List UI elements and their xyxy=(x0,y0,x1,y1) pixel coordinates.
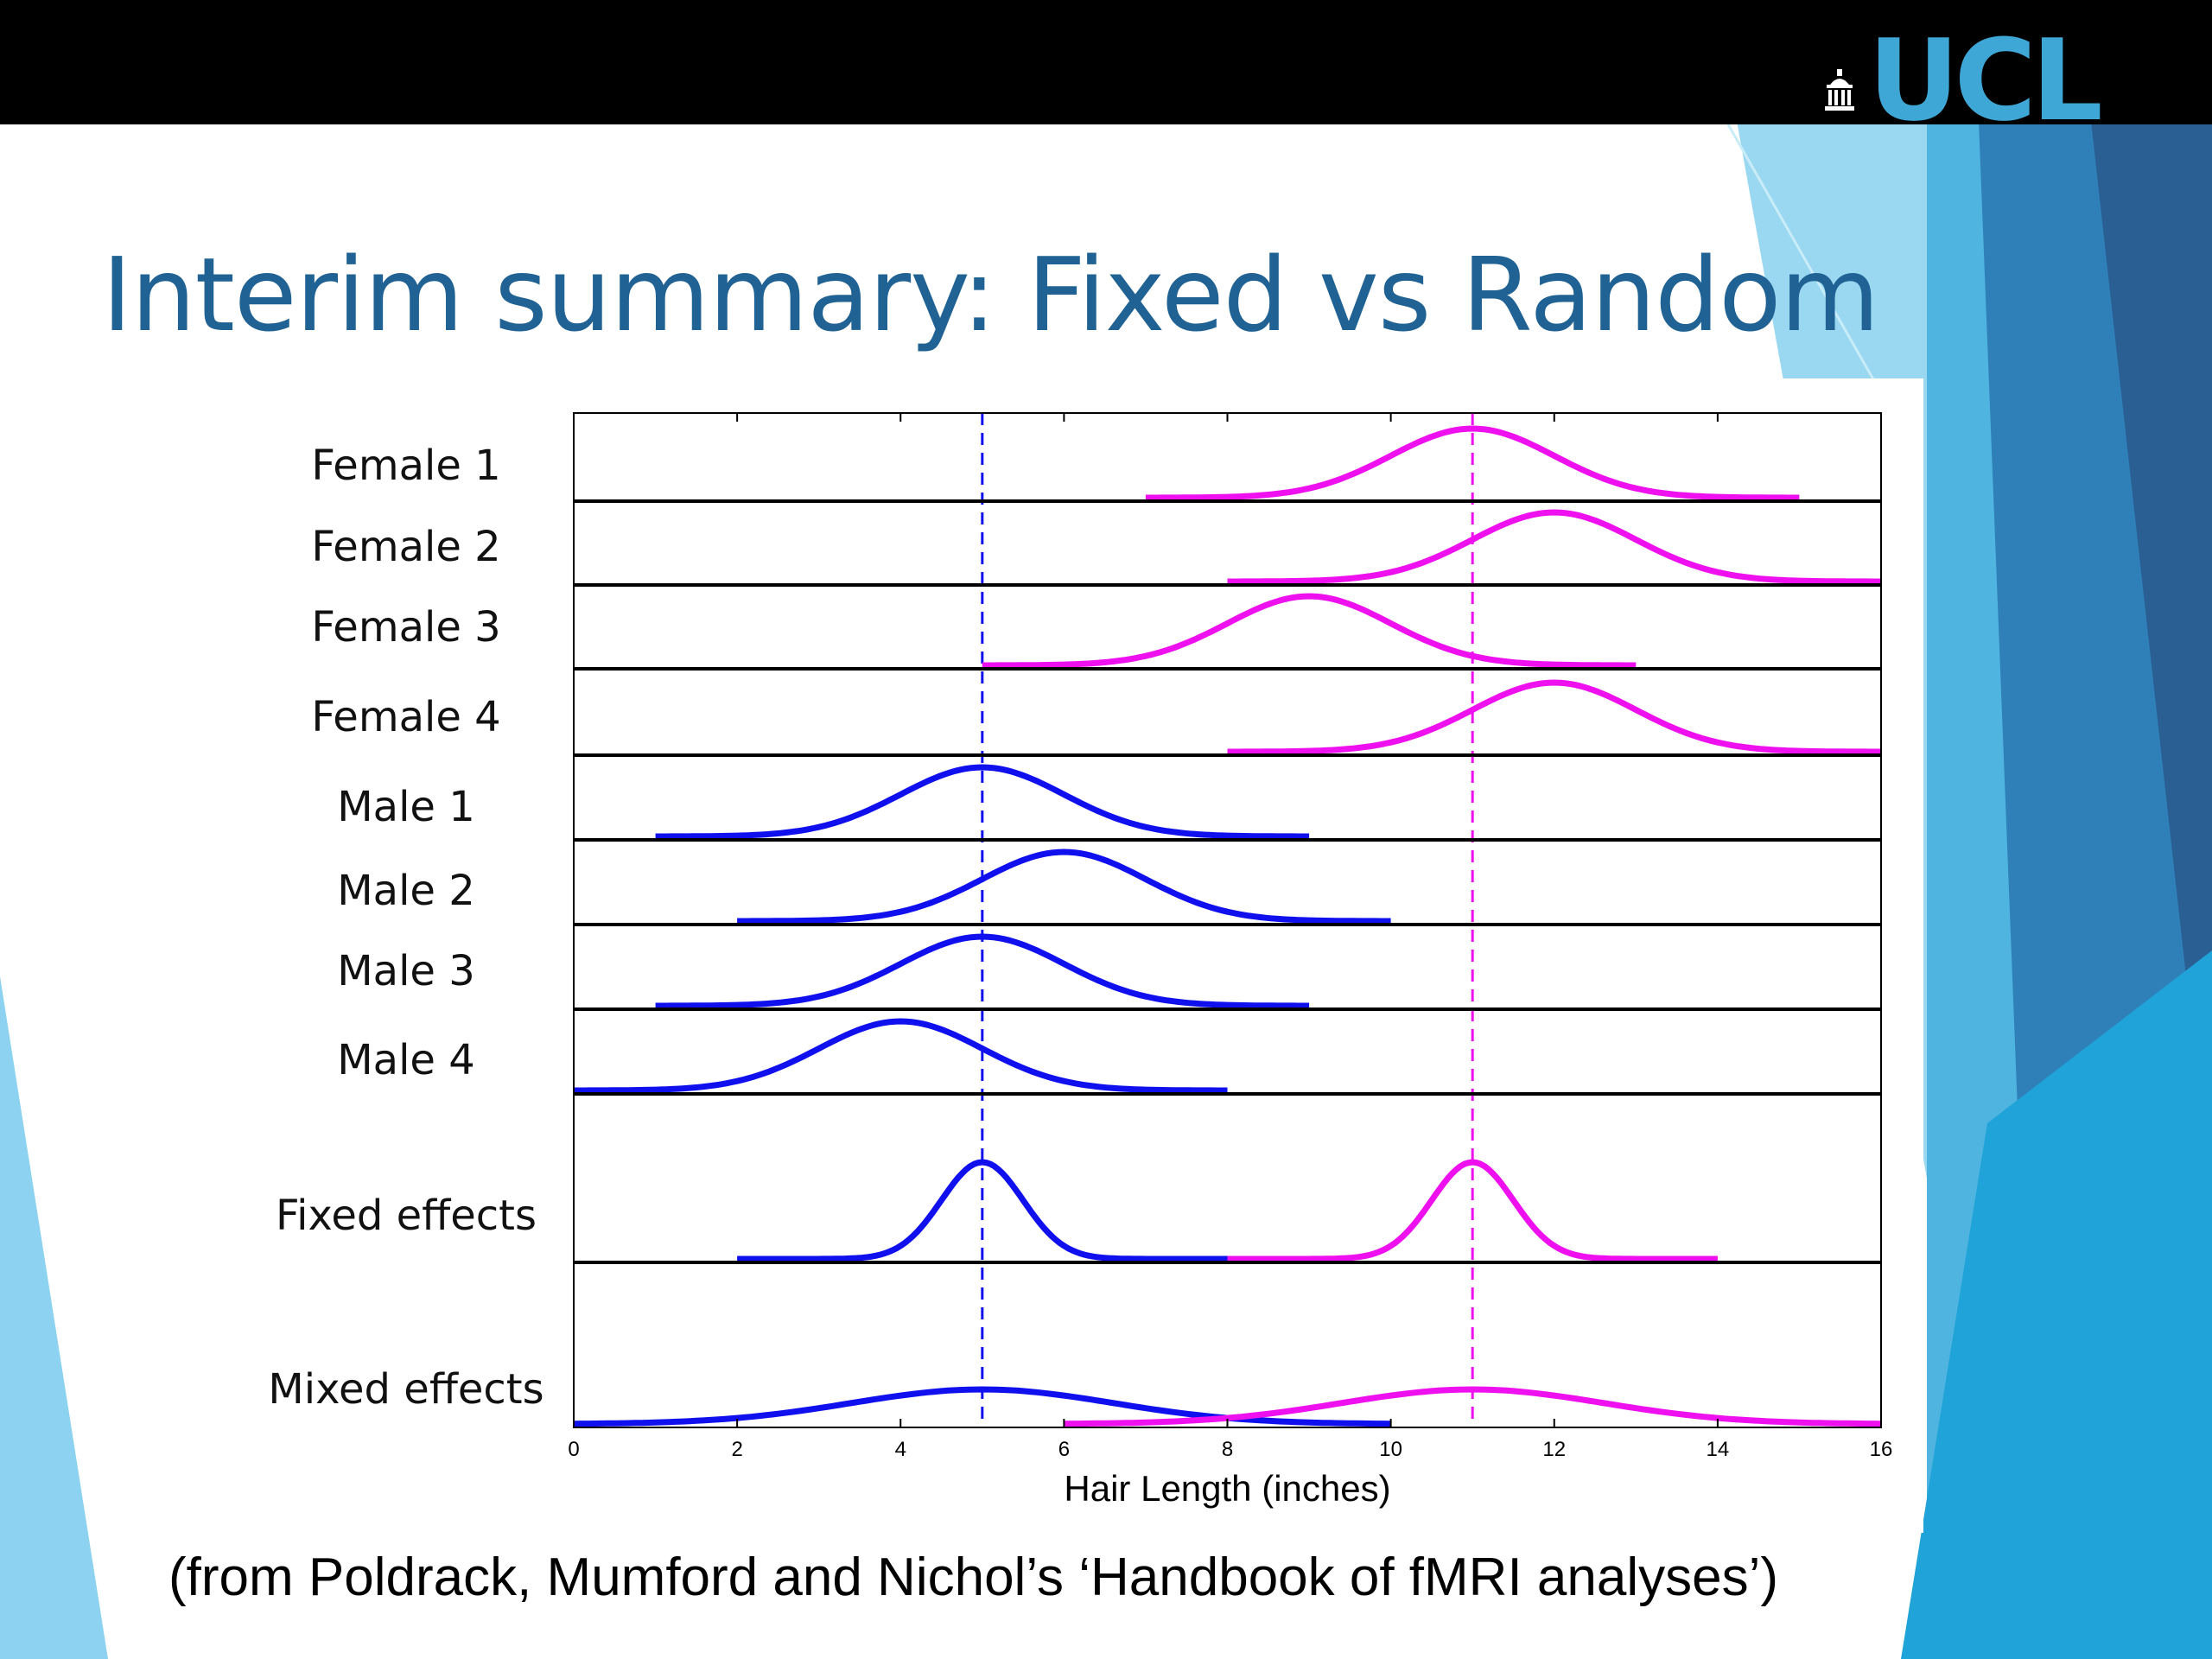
distribution-curves xyxy=(573,425,1882,1427)
curve-9-1 xyxy=(1064,1386,1882,1427)
ucl-logo: UCL xyxy=(1823,15,2103,146)
curve-5-0 xyxy=(737,849,1391,925)
x-tick-label: 16 xyxy=(1870,1438,1893,1461)
row-label: Male 4 xyxy=(337,1036,475,1084)
row-label: Female 2 xyxy=(311,523,500,571)
decor-shape-accent xyxy=(1901,950,2212,1659)
curve-1-0 xyxy=(1227,509,1881,585)
figure-caption: (from Poldrack, Mumford and Nichol’s ‘Ha… xyxy=(168,1548,1779,1607)
curve-8-1 xyxy=(1227,1159,1718,1262)
density-chart: Female 1 Female 2 Female 3 Female 4 Male 1 Ma… xyxy=(268,412,1892,1509)
x-tick-label: 10 xyxy=(1379,1438,1402,1461)
decor-line xyxy=(1726,124,1885,398)
x-tick-label: 12 xyxy=(1542,1438,1566,1461)
row-label: Female 1 xyxy=(311,442,500,490)
curve-4-0 xyxy=(655,764,1310,840)
row-label: Female 4 xyxy=(311,693,500,741)
row-label: Male 2 xyxy=(337,867,475,915)
logo-text: UCL xyxy=(1868,15,2103,146)
x-tick-label: 14 xyxy=(1707,1438,1730,1461)
curve-7-0 xyxy=(574,1018,1228,1094)
figure-card xyxy=(259,378,1923,1533)
row-label: Male 1 xyxy=(337,783,475,831)
x-tick-label: 2 xyxy=(731,1438,742,1461)
curve-2-0 xyxy=(982,593,1637,669)
portico-icon xyxy=(1825,69,1854,111)
reference-lines xyxy=(981,413,1474,1427)
curve-3-0 xyxy=(1227,679,1881,755)
row-label: Male 3 xyxy=(337,947,475,995)
panel-frames xyxy=(573,412,1882,1428)
row-label: Mixed effects xyxy=(268,1365,543,1414)
x-tick-label: 8 xyxy=(1222,1438,1233,1461)
row-labels: Female 1 Female 2 Female 3 Female 4 Male 1 Ma… xyxy=(268,442,543,1414)
x-tick-label: 0 xyxy=(568,1438,579,1461)
x-tick-label: 6 xyxy=(1058,1438,1070,1461)
curve-6-0 xyxy=(655,933,1310,1009)
curve-8-0 xyxy=(737,1159,1228,1262)
slide-title: Interim summary: Fixed vs Random xyxy=(102,235,1879,354)
curve-0-0 xyxy=(1145,425,1800,501)
x-tick-label: 4 xyxy=(895,1438,906,1461)
curve-9-0 xyxy=(573,1386,1391,1427)
x-axis: 0 2 4 6 8 10 12 14 16 Hair Length (inches) xyxy=(568,1419,1892,1509)
decor-shape-deep xyxy=(2091,121,2212,1210)
x-axis-label: Hair Length (inches) xyxy=(1064,1468,1390,1509)
decor-shape-left xyxy=(0,976,108,1659)
row-label: Female 3 xyxy=(311,603,500,652)
row-label: Fixed effects xyxy=(276,1192,537,1240)
